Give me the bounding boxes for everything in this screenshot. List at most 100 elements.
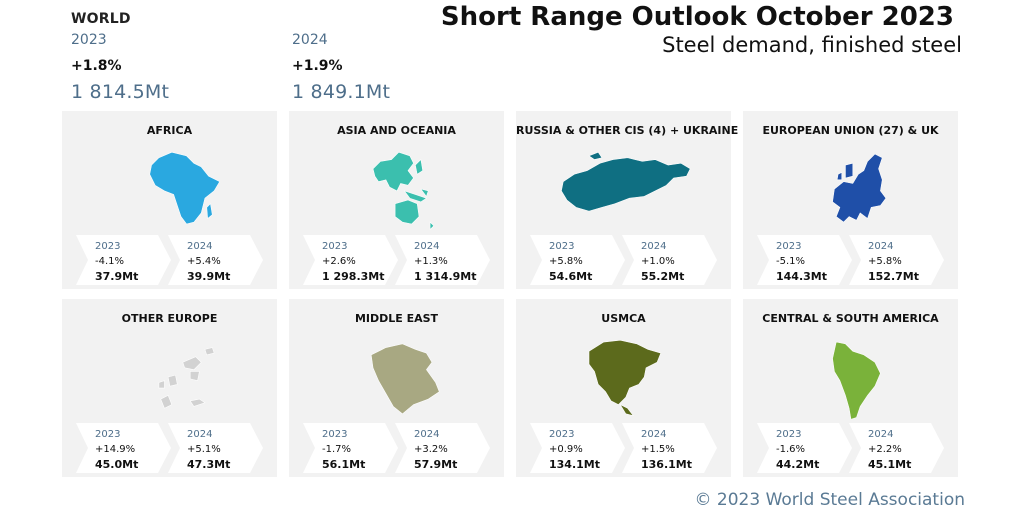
world-2024-year: 2024 [292, 32, 328, 48]
russia-cis-map-icon [561, 151, 691, 212]
stat-year: 2023 [549, 429, 575, 440]
stat-year: 2023 [776, 241, 802, 252]
stat-2023: 2023 -1.6% 44.2Mt [757, 423, 852, 473]
stat-volume: 45.0Mt [95, 458, 139, 471]
stat-year: 2023 [322, 241, 348, 252]
stat-volume: 134.1Mt [549, 458, 600, 471]
stat-change: +5.1% [187, 444, 221, 455]
stat-2024: 2024 +5.4% 39.9Mt [168, 235, 263, 285]
stat-2023: 2023 +2.6% 1 298.3Mt [303, 235, 398, 285]
stat-year: 2024 [414, 241, 440, 252]
stat-volume: 54.6Mt [549, 270, 593, 283]
stat-volume: 152.7Mt [868, 270, 919, 283]
stat-2023: 2023 -4.1% 37.9Mt [76, 235, 171, 285]
region-name: CENTRAL & SOUTH AMERICA [762, 312, 939, 325]
stat-year: 2024 [868, 241, 894, 252]
stat-volume: 44.2Mt [776, 458, 820, 471]
stat-volume: 136.1Mt [641, 458, 692, 471]
stat-volume: 1 298.3Mt [322, 270, 385, 283]
stat-year: 2024 [187, 429, 213, 440]
world-label: WORLD [71, 11, 131, 27]
stat-change: -1.6% [776, 444, 806, 455]
stat-change: +5.8% [549, 256, 583, 267]
stat-change: +1.0% [641, 256, 675, 267]
stat-change: +3.2% [414, 444, 448, 455]
world-2023-year: 2023 [71, 32, 107, 48]
stat-change: +1.3% [414, 256, 448, 267]
world-2023-volume: 1 814.5Mt [71, 81, 170, 103]
region-card: RUSSIA & OTHER CIS (4) + UKRAINE 2023 +5.8… [516, 111, 739, 289]
stat-volume: 1 314.9Mt [414, 270, 477, 283]
stat-year: 2024 [414, 429, 440, 440]
region-name: EUROPEAN UNION (27) & UK [762, 124, 939, 137]
stat-2024: 2024 +1.3% 1 314.9Mt [395, 235, 490, 285]
stat-2023: 2023 +0.9% 134.1Mt [530, 423, 625, 473]
stat-2024: 2024 +1.5% 136.1Mt [622, 423, 717, 473]
stat-volume: 39.9Mt [187, 270, 231, 283]
stat-change: +14.9% [95, 444, 136, 455]
usmca-map-icon [588, 339, 662, 417]
stat-year: 2024 [641, 429, 667, 440]
region-name: RUSSIA & OTHER CIS (4) + UKRAINE [516, 124, 739, 137]
stat-volume: 57.9Mt [414, 458, 458, 471]
stat-2023: 2023 +14.9% 45.0Mt [76, 423, 171, 473]
africa-map-icon [149, 151, 221, 225]
region-name: USMCA [601, 312, 646, 325]
stat-year: 2023 [776, 429, 802, 440]
stat-year: 2023 [95, 429, 121, 440]
middle-east-map-icon [370, 343, 440, 415]
stat-2024: 2024 +5.1% 47.3Mt [168, 423, 263, 473]
stat-2024: 2024 +2.2% 45.1Mt [849, 423, 944, 473]
region-name: AFRICA [146, 124, 193, 137]
stat-2023: 2023 -1.7% 56.1Mt [303, 423, 398, 473]
stat-2024: 2024 +1.0% 55.2Mt [622, 235, 717, 285]
stat-year: 2024 [641, 241, 667, 252]
region-card: MIDDLE EAST 2023 -1.7% 56.1Mt 2024 +3.2% 57.9M… [289, 299, 504, 477]
central-south-america-map-icon [832, 341, 881, 420]
region-card: AFRICA 2023 -4.1% 37.9Mt 2024 +5.4% 39.9Mt [62, 111, 277, 289]
page-title: Short Range Outlook October 2023 [440, 2, 954, 32]
other-europe-map-icon [158, 347, 215, 409]
stat-2023: 2023 -5.1% 144.3Mt [757, 235, 852, 285]
stat-volume: 45.1Mt [868, 458, 912, 471]
stat-volume: 37.9Mt [95, 270, 139, 283]
region-card: OTHER EUROPE 2023 +14.9% 45.0Mt 2024 +5.1% 47.… [62, 299, 277, 477]
world-2024: 2024 +1.9% 1 849.1Mt [292, 32, 390, 103]
stat-change: -4.1% [95, 256, 125, 267]
stat-volume: 56.1Mt [322, 458, 366, 471]
world-2024-change: +1.9% [292, 58, 343, 74]
stat-year: 2023 [549, 241, 575, 252]
stat-change: +1.5% [641, 444, 675, 455]
stat-volume: 47.3Mt [187, 458, 231, 471]
stat-year: 2024 [187, 241, 213, 252]
stat-2023: 2023 +5.8% 54.6Mt [530, 235, 625, 285]
region-card: USMCA 2023 +0.9% 134.1Mt 2024 +1.5% 136.1Mt [516, 299, 731, 477]
region-card: CENTRAL & SOUTH AMERICA 2023 -1.6% 44.2Mt 20… [743, 299, 958, 477]
stat-volume: 55.2Mt [641, 270, 685, 283]
stat-change: -5.1% [776, 256, 806, 267]
region-name: ASIA AND OCEANIA [337, 124, 456, 137]
region-card: ASIA AND OCEANIA 2023 +2.6% 1 298.3Mt 2024 +1… [289, 111, 504, 289]
eu-uk-map-icon [832, 153, 887, 223]
stat-change: +2.2% [868, 444, 902, 455]
stat-volume: 144.3Mt [776, 270, 827, 283]
stat-year: 2023 [322, 429, 348, 440]
stat-change: -1.7% [322, 444, 352, 455]
stat-2024: 2024 +3.2% 57.9Mt [395, 423, 490, 473]
region-card: EUROPEAN UNION (27) & UK 2023 -5.1% 144.3Mt… [743, 111, 958, 289]
stat-change: +0.9% [549, 444, 583, 455]
copyright-credit: © 2023 World Steel Association [694, 490, 966, 510]
region-name: OTHER EUROPE [121, 312, 218, 325]
stat-year: 2024 [868, 429, 894, 440]
stat-change: +5.4% [187, 256, 221, 267]
world-2023-change: +1.8% [71, 58, 122, 74]
world-2024-volume: 1 849.1Mt [292, 81, 391, 103]
stat-change: +5.8% [868, 256, 902, 267]
stat-2024: 2024 +5.8% 152.7Mt [849, 235, 944, 285]
stat-year: 2023 [95, 241, 121, 252]
world-2023: 2023 +1.8% 1 814.5Mt [71, 32, 169, 103]
asia-oceania-map-icon [372, 151, 435, 231]
stat-change: +2.6% [322, 256, 356, 267]
page-subtitle: Steel demand, finished steel [662, 33, 962, 57]
region-name: MIDDLE EAST [354, 312, 439, 325]
